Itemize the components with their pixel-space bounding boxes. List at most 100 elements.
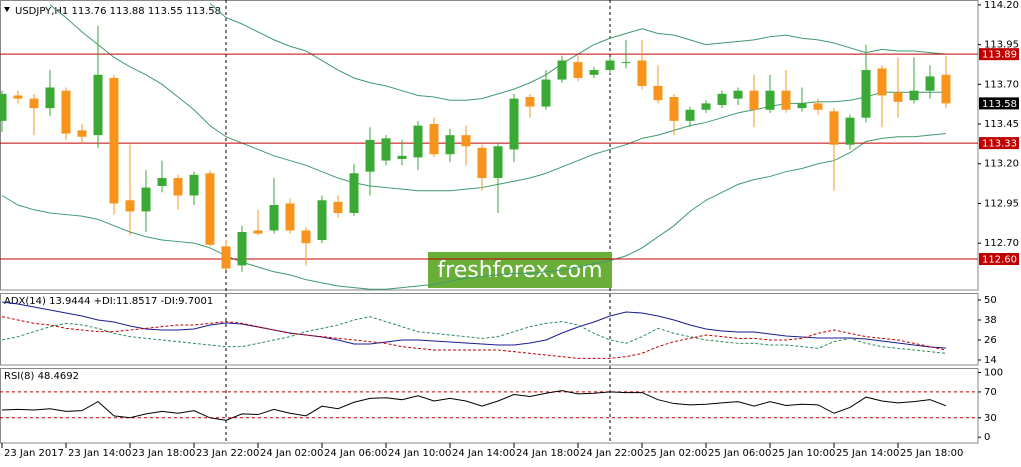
candle-body <box>141 187 151 212</box>
candle-body <box>285 203 295 231</box>
candle-body <box>61 90 71 134</box>
candle-body <box>381 138 391 161</box>
candle-body <box>29 98 39 109</box>
x-tick-label: 23 Jan 18:00 <box>132 448 195 459</box>
candle-body <box>77 130 87 137</box>
watermark: freshforex.com <box>437 258 602 283</box>
candle-body <box>477 147 487 179</box>
rsi-panel <box>0 368 979 444</box>
x-tick-label: 25 Jan 02:00 <box>644 448 707 459</box>
candle-body <box>941 74 951 104</box>
candle-body <box>13 95 23 99</box>
candle-body <box>205 173 215 245</box>
level-label-box <box>979 137 1019 150</box>
y-tick-label: 113.20 <box>984 159 1019 170</box>
candle-body <box>445 135 455 155</box>
candle-body <box>797 103 807 109</box>
x-tick-label: 23 Jan 22:00 <box>196 448 259 459</box>
candle-body <box>893 92 903 102</box>
candle-body <box>349 173 359 213</box>
x-tick-label: 24 Jan 22:00 <box>580 448 643 459</box>
adx-panel <box>0 293 979 366</box>
x-tick-label: 25 Jan 14:00 <box>836 448 899 459</box>
level-label-box <box>979 253 1019 266</box>
y-tick-label: 26 <box>984 335 997 346</box>
candle-body <box>45 87 55 109</box>
candle-body <box>637 60 647 86</box>
main-panel <box>0 0 979 291</box>
x-tick-label: 24 Jan 18:00 <box>516 448 579 459</box>
candle-body <box>493 146 503 179</box>
candle-body <box>237 232 247 266</box>
candle-body <box>461 135 471 147</box>
candle-body <box>781 90 791 110</box>
candle-body <box>749 90 759 110</box>
x-tick-label: 25 Jan 18:00 <box>900 448 963 459</box>
candle-body <box>765 90 775 110</box>
candle-body <box>413 125 423 158</box>
candle-body <box>589 70 599 75</box>
indicator-line <box>1 390 947 421</box>
candle-body <box>365 139 375 172</box>
candle-body <box>221 246 231 269</box>
candle-body <box>845 117 855 145</box>
candle-body <box>173 178 183 196</box>
level-label: 113.89 <box>982 50 1017 61</box>
y-tick-label: 0 <box>984 432 990 443</box>
candle-body <box>685 109 695 121</box>
y-tick-label: 113.70 <box>984 79 1019 90</box>
level-label-box <box>979 48 1019 61</box>
candle-body <box>877 68 887 96</box>
candle-body <box>253 230 263 234</box>
candle-body <box>717 93 727 105</box>
y-tick-label: 112.70 <box>984 238 1019 249</box>
watermark-box <box>428 252 612 288</box>
x-tick-label: 24 Jan 14:00 <box>452 448 515 459</box>
x-tick-label: 24 Jan 10:00 <box>388 448 451 459</box>
candle-body <box>93 74 103 136</box>
indicator-line <box>1 316 947 354</box>
candle-body <box>333 201 343 213</box>
y-tick-label: 50 <box>984 295 997 306</box>
candle-body <box>525 97 535 107</box>
candle-body <box>0 93 7 121</box>
indicator-line <box>1 133 947 290</box>
candle-body <box>925 76 935 91</box>
candle-body <box>653 85 663 101</box>
y-tick-label: 100 <box>984 368 1003 379</box>
candle-body <box>301 230 311 244</box>
x-tick-label: 25 Jan 10:00 <box>772 448 835 459</box>
candle-body <box>621 62 631 64</box>
candle-body <box>269 205 279 231</box>
y-tick-label: 113.45 <box>984 119 1019 130</box>
adx-title: ADX(14) 13.9444 +DI:11.8517 -DI:9.7001 <box>4 296 213 307</box>
candle-body <box>701 103 711 110</box>
y-tick-label: 38 <box>984 315 997 326</box>
level-label: 112.60 <box>982 255 1017 266</box>
y-tick-label: 70 <box>984 387 997 398</box>
x-tick-label: 23 Jan 2017 <box>4 448 64 459</box>
candle-body <box>189 174 199 196</box>
candle-body <box>669 97 679 121</box>
chart-title: USDJPY,H1 113.76 113.88 113.55 113.58 <box>15 6 221 17</box>
candle-body <box>317 200 327 240</box>
level-label: 113.33 <box>982 139 1017 150</box>
indicator-line <box>1 316 947 359</box>
candle-body <box>397 155 407 159</box>
candle-body <box>733 90 743 99</box>
menu-arrow <box>4 7 10 12</box>
candle-body <box>573 62 583 78</box>
candle-body <box>509 98 519 150</box>
candle-body <box>909 90 919 101</box>
rsi-title: RSI(8) 48.4692 <box>4 371 79 382</box>
candle-body <box>109 77 119 204</box>
candle-body <box>125 200 135 212</box>
y-tick-label: 30 <box>984 413 997 424</box>
candle-body <box>605 60 615 71</box>
x-tick-label: 25 Jan 06:00 <box>708 448 771 459</box>
y-tick-label: 14 <box>984 355 997 366</box>
